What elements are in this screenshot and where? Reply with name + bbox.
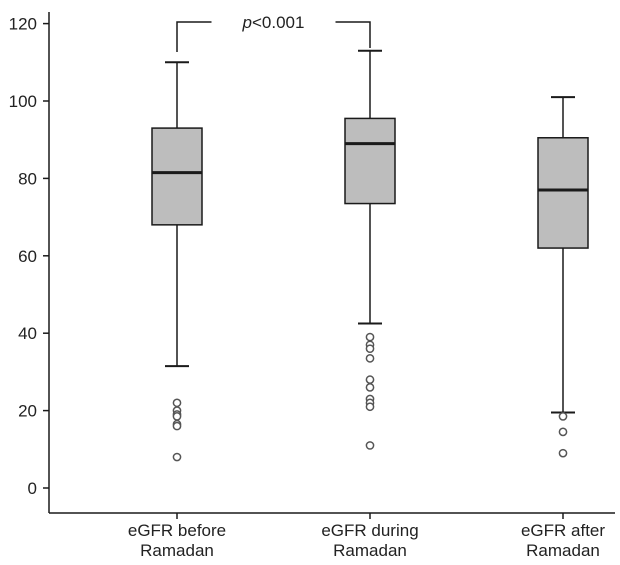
outlier-point <box>172 412 182 421</box>
outlier-point <box>558 427 568 437</box>
outlier-point <box>365 441 375 450</box>
outlier-point <box>172 452 182 462</box>
iqr-box <box>344 117 396 205</box>
x-category-label: eGFR before Ramadan <box>128 521 226 560</box>
x-category-label: eGFR during Ramadan <box>321 521 418 560</box>
y-tick-label: 80 <box>18 169 37 188</box>
box-group <box>151 61 203 462</box>
axes: 0 20 40 60 80 100 120 eGFR before Ramadan eGFR du… <box>9 12 615 560</box>
significance-bracket-left <box>176 21 212 52</box>
outlier-point <box>365 332 375 342</box>
outlier-point <box>172 421 182 431</box>
y-tick-label: 120 <box>9 15 37 34</box>
iqr-box <box>151 127 203 226</box>
box-group <box>537 96 589 458</box>
outlier-point <box>365 354 375 363</box>
outlier-point <box>365 344 375 354</box>
significance-bracket-right <box>335 21 371 48</box>
y-tick-label: 100 <box>9 92 37 111</box>
y-tick-label: 40 <box>18 324 37 343</box>
box-group <box>344 49 396 450</box>
significance-label: p<0.001 <box>242 13 305 32</box>
outlier-point <box>365 402 375 412</box>
iqr-box <box>537 137 589 249</box>
outlier-point <box>365 383 375 392</box>
y-tick-label: 60 <box>18 247 37 266</box>
outlier-point <box>558 448 568 458</box>
outlier-point <box>558 412 568 421</box>
outlier-point <box>365 375 375 384</box>
y-tick-label: 0 <box>28 479 37 498</box>
outlier-point <box>172 398 182 408</box>
annotations: p<0.001 <box>176 13 371 52</box>
boxes <box>151 49 589 462</box>
x-category-label: eGFR after Ramadan <box>521 521 605 560</box>
y-tick-label: 20 <box>18 402 37 421</box>
